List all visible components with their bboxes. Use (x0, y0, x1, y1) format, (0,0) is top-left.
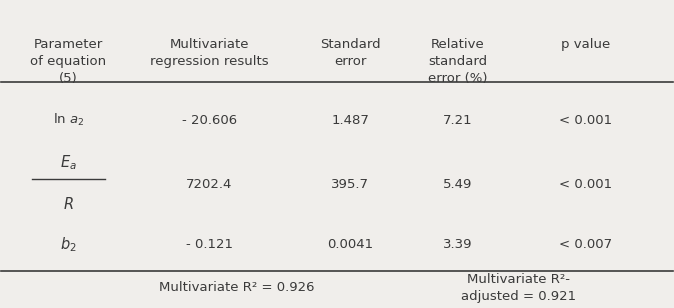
Text: ln $a_2$: ln $a_2$ (53, 112, 84, 128)
Text: 7202.4: 7202.4 (186, 177, 233, 191)
Text: - 0.121: - 0.121 (186, 238, 233, 251)
Text: 1.487: 1.487 (332, 114, 369, 127)
Text: $E_a$: $E_a$ (60, 153, 77, 172)
Text: < 0.007: < 0.007 (559, 238, 612, 251)
Text: 3.39: 3.39 (443, 238, 472, 251)
Text: Relative
standard
error (%): Relative standard error (%) (428, 38, 487, 85)
Text: 395.7: 395.7 (332, 177, 369, 191)
Text: 0.0041: 0.0041 (328, 238, 373, 251)
Text: < 0.001: < 0.001 (559, 114, 612, 127)
Text: 7.21: 7.21 (443, 114, 472, 127)
Text: $b_2$: $b_2$ (60, 236, 77, 254)
Text: Standard
error: Standard error (320, 38, 381, 68)
Text: $R$: $R$ (63, 196, 74, 212)
Text: - 20.606: - 20.606 (182, 114, 237, 127)
Text: 5.49: 5.49 (443, 177, 472, 191)
Text: Multivariate
regression results: Multivariate regression results (150, 38, 269, 68)
Text: p value: p value (561, 38, 610, 51)
Text: Multivariate R²-
adjusted = 0.921: Multivariate R²- adjusted = 0.921 (460, 273, 576, 302)
Text: Parameter
of equation
(5): Parameter of equation (5) (30, 38, 106, 85)
Text: Multivariate R² = 0.926: Multivariate R² = 0.926 (158, 281, 314, 294)
Text: < 0.001: < 0.001 (559, 177, 612, 191)
